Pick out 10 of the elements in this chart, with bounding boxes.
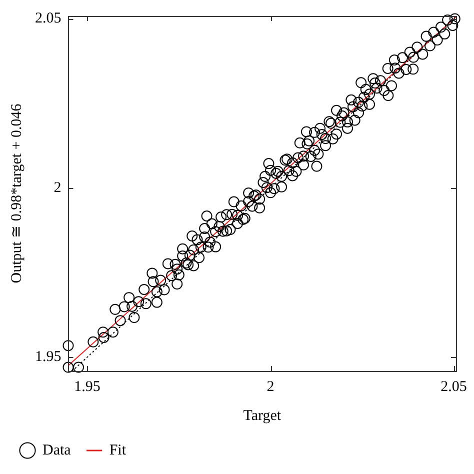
- x-axis-title: Target: [243, 408, 282, 424]
- legend-label: Fit: [109, 442, 127, 458]
- legend-label: Data: [42, 442, 72, 458]
- y-tick-label: 1.95: [35, 349, 62, 366]
- y-tick-label: 2.05: [35, 10, 62, 27]
- x-tick-label: 2: [266, 378, 274, 395]
- x-tick-label: 1.95: [74, 378, 100, 395]
- y-tick-label: 2: [54, 180, 62, 196]
- x-tick-label: 2.05: [440, 378, 467, 395]
- y-axis-title: Output ≅ 0.98*target + 0.046: [8, 103, 25, 284]
